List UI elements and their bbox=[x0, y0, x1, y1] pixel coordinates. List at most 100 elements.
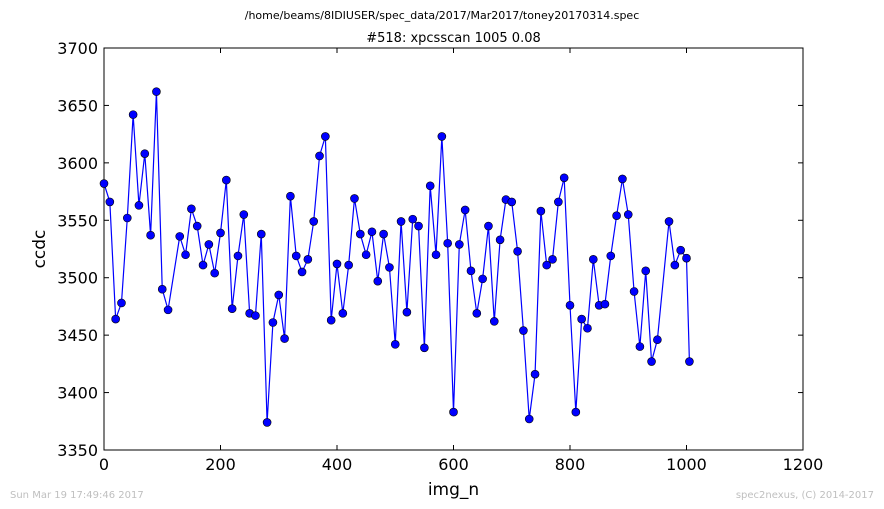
x-tick-label: 800 bbox=[555, 455, 586, 474]
data-point bbox=[449, 407, 458, 417]
y-tick-label: 3700 bbox=[57, 39, 98, 58]
data-point bbox=[670, 260, 680, 270]
data-point bbox=[117, 298, 126, 308]
data-point bbox=[647, 357, 656, 366]
data-point bbox=[437, 132, 447, 141]
data-point bbox=[111, 314, 120, 324]
x-tick-label: 1200 bbox=[783, 455, 824, 474]
data-point bbox=[321, 132, 330, 141]
data-point bbox=[105, 197, 115, 207]
y-tick-label: 3450 bbox=[57, 326, 98, 345]
data-point bbox=[192, 221, 202, 231]
data-point bbox=[204, 240, 214, 249]
data-point bbox=[146, 230, 155, 240]
data-point bbox=[554, 197, 563, 207]
data-point bbox=[408, 214, 418, 224]
data-point bbox=[361, 250, 371, 260]
data-point bbox=[519, 326, 528, 335]
data-point bbox=[315, 151, 324, 161]
plot-area bbox=[103, 47, 804, 451]
data-point bbox=[664, 217, 674, 226]
data-point bbox=[198, 260, 208, 270]
data-point bbox=[489, 317, 499, 326]
data-point bbox=[402, 307, 412, 317]
y-tick-label: 3550 bbox=[57, 211, 98, 230]
data-point bbox=[390, 340, 400, 349]
x-axis: 0 200 400 600 800 1000 1200 bbox=[99, 48, 823, 474]
y-axis-label: ccdc bbox=[30, 230, 50, 269]
data-point bbox=[420, 343, 429, 353]
data-point bbox=[583, 323, 592, 333]
data-point bbox=[425, 181, 435, 191]
data-points bbox=[99, 87, 694, 427]
data-point bbox=[472, 309, 482, 318]
data-point bbox=[507, 197, 517, 207]
data-point bbox=[455, 240, 464, 249]
data-point bbox=[187, 204, 196, 214]
data-point bbox=[484, 221, 493, 231]
data-point bbox=[332, 259, 342, 269]
footer-credit: spec2nexus, (C) 2014-2017 bbox=[736, 490, 874, 501]
data-point bbox=[618, 174, 627, 184]
data-point bbox=[297, 267, 307, 277]
data-point bbox=[571, 407, 581, 417]
data-point bbox=[641, 266, 651, 276]
data-point bbox=[612, 211, 621, 220]
data-point bbox=[478, 274, 487, 284]
data-point bbox=[367, 227, 377, 237]
data-point bbox=[210, 268, 219, 278]
footer-timestamp: Sun Mar 19 17:49:46 2017 bbox=[10, 490, 144, 501]
data-point bbox=[495, 235, 505, 245]
data-point bbox=[239, 210, 249, 219]
data-point bbox=[565, 300, 575, 310]
data-point bbox=[653, 335, 662, 345]
data-point bbox=[606, 251, 616, 261]
y-tick-label: 3650 bbox=[57, 96, 98, 115]
data-point bbox=[685, 357, 694, 366]
data-point bbox=[355, 229, 365, 239]
data-point bbox=[548, 255, 557, 264]
data-point bbox=[291, 251, 301, 261]
data-point bbox=[431, 250, 441, 260]
x-tick-label: 400 bbox=[322, 455, 353, 474]
data-point bbox=[99, 179, 109, 188]
data-point bbox=[460, 205, 470, 215]
data-point bbox=[233, 251, 243, 261]
data-point bbox=[385, 263, 394, 272]
data-point bbox=[542, 260, 552, 270]
x-tick-label: 1000 bbox=[666, 455, 707, 474]
data-point bbox=[152, 87, 161, 96]
data-point bbox=[466, 266, 476, 276]
data-point bbox=[268, 318, 278, 327]
data-point bbox=[175, 232, 185, 241]
data-point bbox=[414, 221, 423, 231]
data-point bbox=[443, 238, 452, 248]
y-tick-label: 3350 bbox=[57, 441, 98, 460]
data-point bbox=[676, 245, 685, 255]
data-point bbox=[262, 418, 272, 427]
data-point bbox=[350, 194, 359, 203]
x-tick-label: 200 bbox=[205, 455, 236, 474]
data-point bbox=[536, 206, 546, 216]
data-point bbox=[123, 213, 132, 223]
chart-suptitle: /home/beams/8IDIUSER/spec_data/2017/Mar2… bbox=[245, 9, 640, 22]
data-point bbox=[227, 304, 237, 314]
data-point bbox=[344, 260, 353, 270]
data-point bbox=[577, 314, 586, 324]
data-point bbox=[222, 175, 231, 185]
data-point bbox=[280, 334, 289, 343]
data-point bbox=[623, 210, 633, 219]
y-tick-label: 3400 bbox=[57, 384, 98, 403]
data-point bbox=[559, 173, 569, 183]
data-point bbox=[128, 110, 138, 119]
data-point bbox=[309, 217, 319, 226]
data-point bbox=[530, 369, 540, 379]
y-tick-label: 3500 bbox=[57, 269, 98, 288]
data-point bbox=[682, 253, 691, 263]
data-point bbox=[396, 217, 406, 226]
data-point bbox=[303, 255, 313, 264]
data-point bbox=[216, 228, 225, 238]
data-point bbox=[163, 305, 173, 315]
data-point bbox=[140, 149, 150, 158]
